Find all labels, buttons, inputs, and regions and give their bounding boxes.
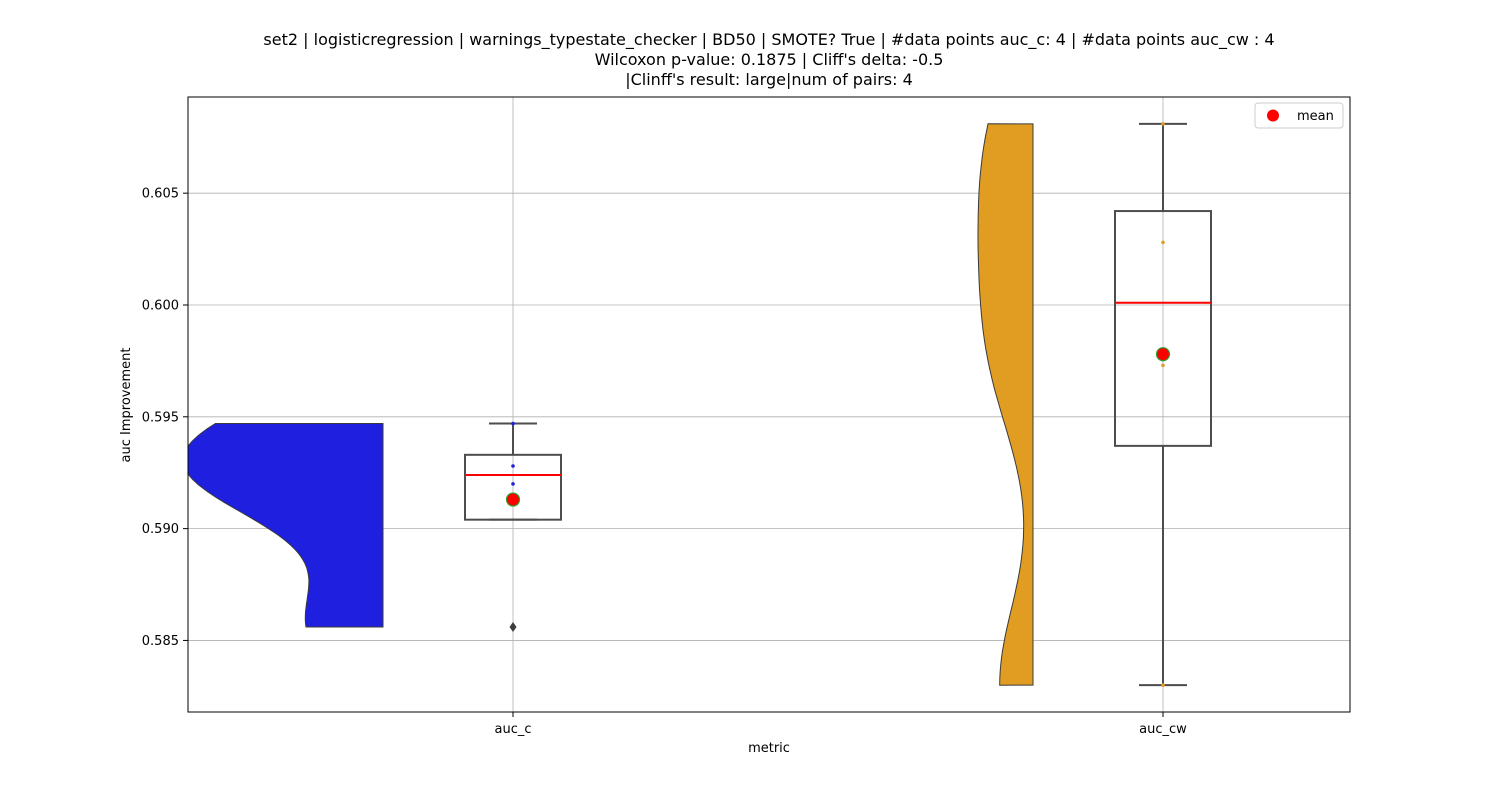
y-tick-label: 0.600 bbox=[142, 298, 179, 313]
y-tick-label: 0.585 bbox=[142, 634, 179, 649]
chart-title: set2 | logisticregression | warnings_typ… bbox=[0, 30, 1500, 90]
violin-layer bbox=[187, 123, 1034, 686]
data-point bbox=[1161, 240, 1165, 245]
box-layer bbox=[464, 122, 1212, 687]
data-point bbox=[1161, 122, 1165, 126]
legend-frame bbox=[1254, 102, 1344, 129]
title-line-3: |Clinff's result: large|num of pairs: 4 bbox=[625, 70, 913, 89]
data-point bbox=[511, 482, 515, 486]
data-point bbox=[1161, 683, 1165, 687]
plot-frame bbox=[187, 96, 1351, 713]
box-iqr bbox=[1114, 210, 1212, 447]
legend-mean-marker bbox=[1267, 109, 1279, 122]
y-tick-label: 0.590 bbox=[142, 522, 179, 537]
mean-marker bbox=[1155, 347, 1171, 362]
title-line-2: Wilcoxon p-value: 0.1875 | Cliff's delta… bbox=[594, 50, 944, 69]
legend-mean-label: mean bbox=[1297, 109, 1334, 124]
outlier-marker bbox=[509, 622, 517, 633]
boxplot-auc_cw bbox=[1114, 122, 1212, 687]
y-tick-label: 0.595 bbox=[142, 410, 179, 425]
box-iqr bbox=[464, 453, 562, 521]
data-point bbox=[511, 464, 515, 468]
violin-auc_cw bbox=[977, 123, 1034, 686]
y-axis-label: auc Improvement bbox=[119, 348, 134, 463]
data-point bbox=[1161, 363, 1165, 368]
x-tick-label: auc_c bbox=[494, 722, 531, 737]
violin-auc_c bbox=[187, 422, 384, 628]
boxplot-auc_c bbox=[464, 421, 562, 633]
legend: mean bbox=[1254, 102, 1344, 129]
grid-layer bbox=[188, 97, 1350, 712]
y-tick-label: 0.605 bbox=[142, 187, 179, 202]
axis-layer: 0.585 0.590 0.595 0.600 0.605 auc_c auc_cw bbox=[142, 187, 1187, 737]
x-tick-label: auc_cw bbox=[1139, 722, 1187, 737]
title-line-1: set2 | logisticregression | warnings_typ… bbox=[263, 30, 1275, 49]
mean-marker bbox=[505, 492, 521, 507]
data-point bbox=[511, 421, 515, 426]
x-axis-label: metric bbox=[748, 741, 790, 756]
